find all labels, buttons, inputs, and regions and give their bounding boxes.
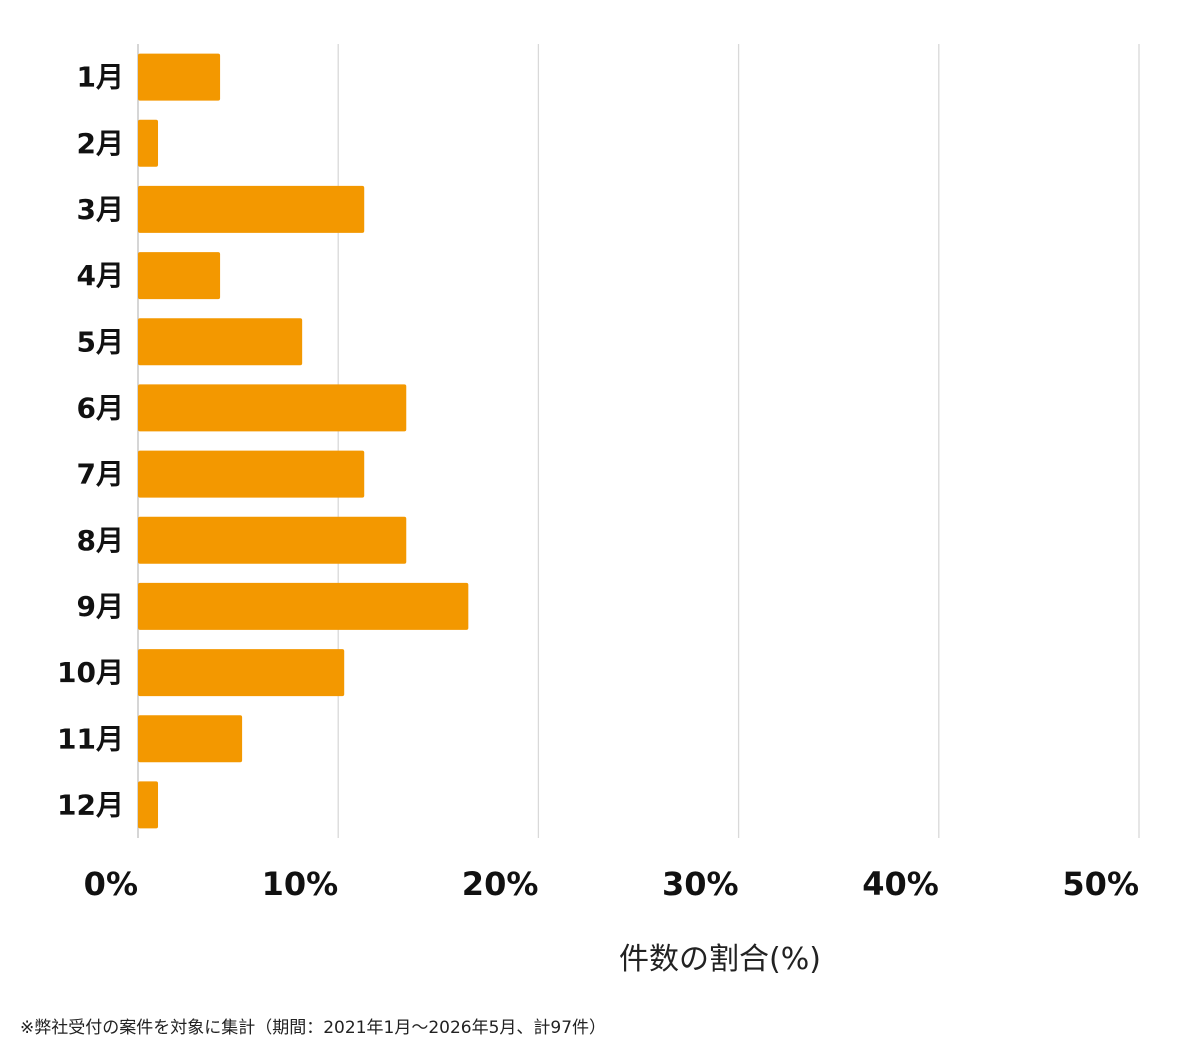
bar bbox=[138, 252, 221, 300]
bar bbox=[138, 582, 469, 630]
bars bbox=[138, 53, 469, 829]
category-label: 12月 bbox=[57, 788, 124, 821]
bar bbox=[138, 781, 159, 829]
category-label: 4月 bbox=[77, 259, 124, 292]
category-label: 10月 bbox=[57, 656, 124, 689]
x-axis-title: 件数の割合(%) bbox=[619, 942, 821, 977]
x-tick-label: 40% bbox=[862, 865, 939, 903]
category-label: 11月 bbox=[57, 722, 124, 755]
x-tick-label: 0% bbox=[84, 865, 138, 903]
category-label: 1月 bbox=[77, 61, 124, 94]
x-tick-labels: 0% 10% 20% 30% 40% 50% bbox=[84, 865, 1139, 903]
bar bbox=[138, 649, 345, 697]
category-label: 8月 bbox=[77, 524, 124, 557]
bar bbox=[138, 384, 407, 432]
bar bbox=[138, 185, 365, 233]
x-tick-label: 30% bbox=[662, 865, 739, 903]
category-label: 2月 bbox=[77, 127, 124, 160]
category-label: 5月 bbox=[77, 325, 124, 358]
category-label: 3月 bbox=[77, 193, 124, 226]
bar bbox=[138, 53, 221, 101]
category-label: 7月 bbox=[77, 458, 124, 491]
x-tick-label: 10% bbox=[262, 865, 339, 903]
bar bbox=[138, 715, 243, 763]
category-label: 9月 bbox=[77, 590, 124, 623]
footnote: ※弊社受付の案件を対象に集計（期間：2021年1月〜2026年5月、計97件） bbox=[20, 1018, 607, 1038]
bar bbox=[138, 119, 159, 167]
bar bbox=[138, 450, 365, 498]
category-labels: 1月 2月 3月 4月 5月 6月 7月 8月 9月 10月 11月 12月 bbox=[57, 61, 124, 822]
x-tick-label: 20% bbox=[462, 865, 539, 903]
bar bbox=[138, 318, 303, 366]
x-tick-label: 50% bbox=[1062, 865, 1139, 903]
category-label: 6月 bbox=[77, 391, 124, 424]
bar bbox=[138, 516, 407, 564]
gridlines bbox=[137, 44, 1140, 838]
